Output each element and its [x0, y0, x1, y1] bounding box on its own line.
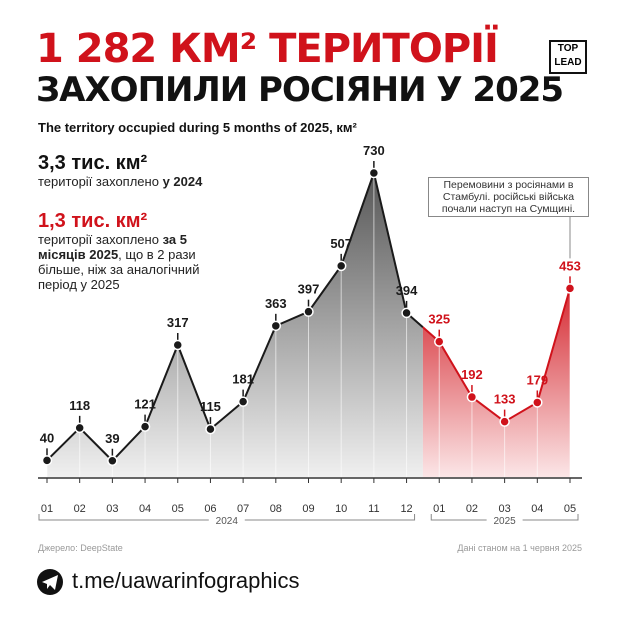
point: [564, 283, 576, 294]
value-label: 118: [69, 398, 90, 413]
stat-text: території захоплено: [38, 174, 159, 189]
value-label: 181: [232, 372, 254, 387]
x-tick-label: 10: [335, 503, 347, 515]
x-tick-label: 03: [106, 503, 118, 515]
point: [368, 167, 380, 179]
x-tick-label: 09: [302, 503, 314, 515]
value-label: 363: [265, 296, 287, 311]
x-tick-label: 05: [564, 503, 576, 515]
logo-text: LEAD: [554, 57, 582, 68]
x-tick-label: 11: [368, 503, 379, 515]
value-label: 507: [330, 236, 352, 251]
x-tick-label: 03: [499, 503, 511, 515]
value-label: 115: [200, 399, 221, 414]
stat-text: території захоплено: [38, 232, 159, 247]
point: [74, 422, 85, 434]
telegram-plane: [42, 575, 58, 590]
annotation: Перемовини з росіянами в Стамбулі. росій…: [428, 177, 589, 217]
line: [46, 169, 408, 463]
area: [422, 288, 570, 477]
x-tick-label: 12: [400, 503, 412, 515]
stat-text: , що в 2 рази більше, ніж за аналогічний…: [38, 247, 200, 292]
x-tick-label: 02: [466, 503, 478, 515]
x-tick-label: 04: [139, 503, 151, 515]
point: [434, 336, 445, 347]
value-label: 317: [167, 315, 189, 330]
value-label: 179: [526, 372, 548, 387]
stat: 1,3 тис. км² території захоплено за 5 мі…: [38, 210, 203, 292]
x-tick-label: 05: [172, 503, 184, 515]
x-tick-label: 01: [41, 503, 53, 515]
point: [401, 307, 412, 319]
value-label: 192: [461, 367, 483, 382]
value-label: 397: [298, 282, 320, 297]
year-bracket: [38, 514, 416, 521]
point: [499, 416, 510, 427]
point: [532, 397, 543, 408]
stat-emphasis: за 5 місяців 2025: [38, 232, 187, 262]
point: [303, 306, 314, 317]
area: [47, 173, 423, 477]
point: [237, 396, 249, 407]
subtitle: The territory occupied during 5 months o…: [38, 120, 357, 135]
stat-value: 1,3 тис. км²: [38, 210, 148, 232]
point: [41, 455, 53, 466]
year-bracket: [430, 514, 579, 521]
x-tick-label: 02: [74, 503, 86, 515]
title: 1 282 КМ² ТЕРИТОРІЇ: [36, 26, 499, 72]
year-label: 2024: [216, 516, 239, 527]
point: [466, 391, 478, 403]
source: Джерело: DeepState: [38, 543, 123, 553]
point: [270, 320, 282, 332]
title-line-2: ЗАХОПИЛИ РОСІЯНИ У 2025: [36, 70, 564, 110]
stat-value: 3,3 тис. км²: [38, 152, 148, 174]
logo-text: TOP: [557, 43, 579, 54]
point: [205, 423, 216, 435]
value-label: 394: [396, 283, 418, 298]
logo: TOP LEAD: [549, 40, 587, 74]
point: [139, 421, 151, 432]
point: [172, 339, 183, 351]
x-tick-label: 01: [433, 503, 445, 515]
value-label: 133: [494, 392, 516, 407]
x-tick-label: 04: [531, 503, 543, 515]
value-label: 121: [134, 397, 156, 412]
value-label: 325: [428, 312, 450, 327]
x-tick-label: 06: [204, 503, 216, 515]
year-label: 2025: [494, 516, 517, 527]
point: [107, 455, 118, 467]
stat: 3,3 тис. км² території захоплено у 2024: [38, 152, 203, 189]
x-tick-label: 07: [237, 503, 249, 515]
date-note: Дані станом на 1 червня 2025: [457, 543, 582, 553]
point: [335, 260, 347, 272]
value-label: 730: [363, 143, 385, 158]
value-label: 40: [40, 430, 54, 445]
stat-emphasis: у 2024: [162, 174, 203, 189]
value-label: 39: [105, 431, 119, 446]
link[interactable]: t.me/uawarinfographics: [72, 568, 300, 593]
x-tick-label: 08: [270, 503, 282, 515]
value-label: 453: [559, 258, 581, 273]
